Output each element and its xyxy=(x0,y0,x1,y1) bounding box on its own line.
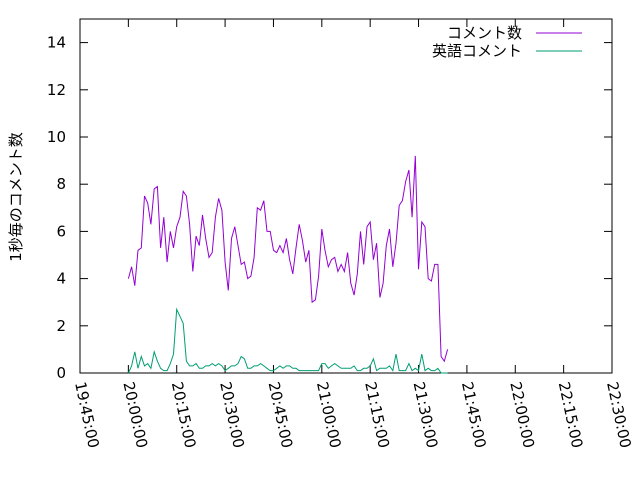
x-tick-label: 22:15:00 xyxy=(555,380,587,450)
legend-label-2: 英語コメント xyxy=(432,42,522,60)
x-tick-label: 21:00:00 xyxy=(313,380,345,450)
series-line-2 xyxy=(127,307,448,374)
x-tick-label: 22:30:00 xyxy=(603,380,635,450)
y-tick-label: 2 xyxy=(56,317,66,335)
x-tick-label: 20:30:00 xyxy=(216,380,248,450)
x-tick-label: 21:45:00 xyxy=(458,380,490,450)
x-tick-label: 20:45:00 xyxy=(265,380,297,450)
y-tick-label: 10 xyxy=(47,128,66,146)
y-axis-label: 1秒毎のコメント数 xyxy=(7,132,25,262)
y-tick-label: 14 xyxy=(47,34,66,52)
y-axis: 0 2 4 6 8 10 12 14 xyxy=(47,34,612,382)
x-axis: 19:45:00 20:00:00 20:15:00 20:30:00 20:45:00… xyxy=(71,19,635,450)
series-line-1 xyxy=(127,155,449,363)
x-tick-label: 21:15:00 xyxy=(361,380,393,450)
legend-label-1: コメント数 xyxy=(447,24,522,42)
x-tick-label: 21:30:00 xyxy=(410,380,442,450)
y-tick-label: 4 xyxy=(56,270,66,288)
x-tick-label: 19:45:00 xyxy=(71,380,103,450)
plot-frame xyxy=(79,18,613,374)
x-tick-label: 20:00:00 xyxy=(119,380,151,450)
y-tick-label: 8 xyxy=(56,175,66,193)
x-tick-label: 22:00:00 xyxy=(506,380,538,450)
y-tick-label: 12 xyxy=(47,81,66,99)
x-tick-label: 20:15:00 xyxy=(168,380,200,450)
y-tick-label: 6 xyxy=(56,222,66,240)
series-group xyxy=(127,155,449,374)
plot-border xyxy=(79,18,613,374)
y-tick-label: 0 xyxy=(56,364,66,382)
